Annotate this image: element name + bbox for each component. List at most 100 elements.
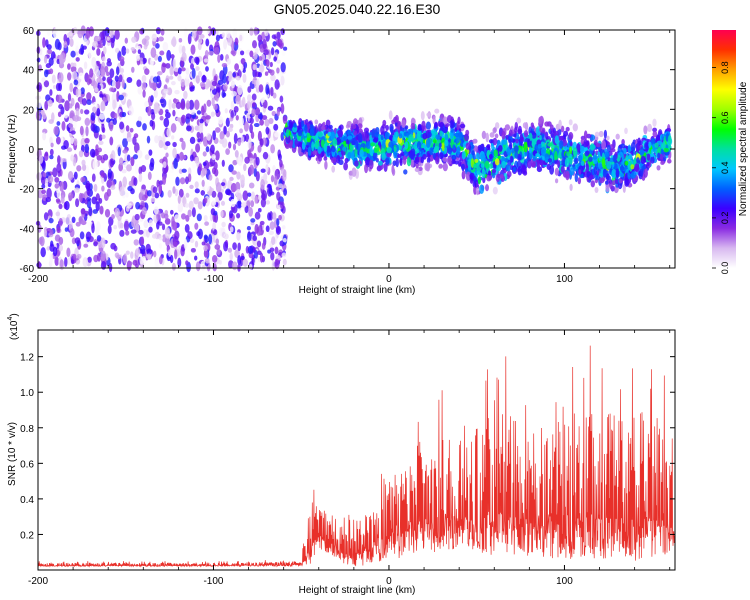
noise-cell (189, 238, 195, 244)
noise-cell (137, 116, 143, 122)
noise-cell (153, 206, 159, 215)
signal-cell (375, 157, 379, 163)
noise-cell (257, 208, 262, 213)
signal-cell (425, 121, 431, 130)
noise-cell (172, 147, 177, 159)
signal-cell (652, 130, 658, 138)
snr-y-label: SNR (10 * v/v) (7, 422, 18, 486)
noise-cell (230, 109, 234, 120)
noise-cell (52, 58, 57, 65)
noise-cell (274, 131, 280, 138)
signal-cell (521, 164, 527, 174)
noise-cell (137, 86, 143, 95)
noise-cell (191, 29, 197, 39)
signal-cell (321, 125, 325, 131)
noise-cell (196, 110, 202, 115)
noise-cell (230, 198, 236, 208)
noise-cell (230, 182, 237, 193)
signal-cell (311, 141, 315, 152)
noise-cell (68, 192, 74, 201)
noise-cell (272, 212, 277, 220)
signal-cell (630, 141, 636, 152)
signal-cell (414, 167, 420, 173)
snr-series-line (37, 345, 676, 568)
signal-cell (309, 127, 314, 137)
noise-cell (236, 231, 241, 241)
noise-cell (282, 115, 288, 124)
noise-cell (76, 165, 82, 172)
signal-cell (391, 168, 396, 176)
spectrogram-y-tick-label: 60 (23, 26, 35, 37)
signal-cell (514, 126, 518, 134)
noise-cell (116, 254, 122, 260)
noise-cell (109, 29, 114, 39)
noise-cell (199, 131, 204, 143)
signal-cell (619, 172, 624, 178)
signal-cell (451, 158, 456, 165)
noise-cell (199, 81, 206, 88)
noise-cell (220, 182, 226, 187)
noise-cell (140, 236, 145, 246)
signal-cell (378, 160, 383, 166)
noise-cell (272, 165, 276, 173)
noise-cell (154, 105, 161, 113)
signal-cell (438, 142, 442, 148)
signal-cell (501, 130, 506, 140)
noise-cell (210, 208, 216, 216)
noise-cell (66, 147, 73, 152)
noise-cell (67, 93, 72, 102)
signal-cell (554, 167, 560, 176)
noise-cell (215, 182, 222, 193)
noise-cell (249, 27, 254, 36)
signal-cell (539, 125, 543, 133)
noise-cell (242, 258, 249, 267)
noise-cell (165, 236, 171, 247)
noise-cell (231, 170, 237, 175)
noise-cell (60, 194, 65, 204)
signal-cell (618, 178, 623, 184)
signal-cell (530, 122, 534, 128)
noise-cell (156, 75, 161, 83)
noise-cell (80, 176, 86, 183)
noise-cell (224, 108, 228, 114)
noise-cell (197, 70, 203, 78)
noise-cell (203, 197, 208, 204)
noise-cell (58, 82, 62, 92)
noise-cell (223, 241, 229, 252)
noise-cell (47, 99, 53, 107)
noise-cell (203, 245, 208, 252)
noise-cell (195, 143, 201, 153)
noise-cell (133, 177, 138, 187)
noise-cell (232, 27, 237, 39)
signal-cell (657, 152, 661, 159)
noise-cell (46, 187, 52, 199)
noise-cell (93, 241, 98, 247)
signal-cell (652, 118, 657, 127)
signal-cell (603, 129, 607, 139)
noise-cell (230, 80, 236, 89)
noise-cell (43, 55, 48, 64)
noise-cell (78, 192, 83, 203)
noise-cell (198, 37, 203, 44)
noise-cell (183, 27, 188, 38)
noise-cell (233, 105, 239, 113)
noise-cell (166, 49, 172, 61)
noise-cell (169, 254, 174, 264)
noise-cell (138, 173, 143, 183)
colorbar-axis: 0.0 0.2 0.4 0.6 0.8 (712, 61, 730, 274)
signal-cell (416, 149, 420, 154)
signal-cell (494, 158, 500, 166)
noise-cell (44, 177, 49, 189)
signal-cell (314, 119, 319, 125)
spectrogram-x-tick-label: -200 (28, 274, 48, 285)
noise-cell (242, 190, 249, 201)
signal-cell (492, 127, 497, 134)
noise-cell (228, 117, 234, 122)
noise-cell (202, 151, 207, 157)
noise-cell (213, 229, 218, 236)
noise-cell (201, 179, 205, 187)
signal-cell (588, 174, 594, 181)
signal-cell (436, 139, 442, 144)
noise-cell (119, 56, 125, 62)
signal-cell (452, 144, 456, 150)
